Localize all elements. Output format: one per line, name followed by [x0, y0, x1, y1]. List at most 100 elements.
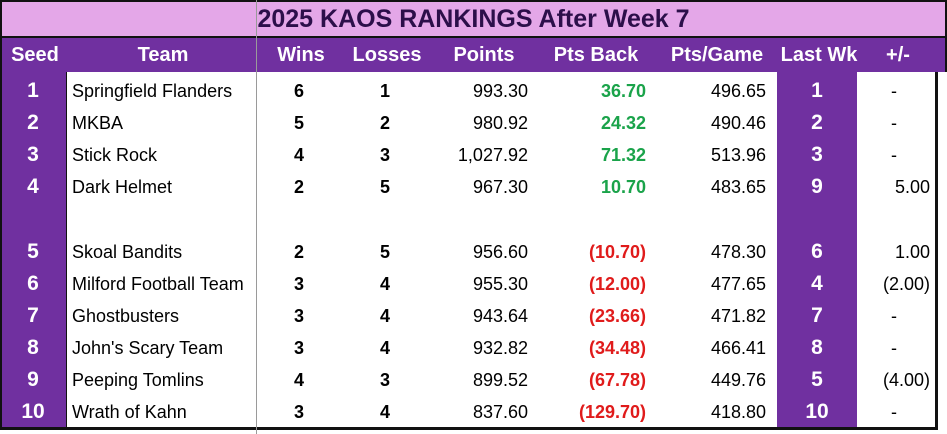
cell-pts-game: 496.65: [710, 81, 766, 101]
cell-pts-game: 471.82: [710, 306, 766, 326]
cell-pts-back: (34.48): [588, 338, 646, 358]
cell-delta: (2.00): [882, 274, 930, 294]
cell-pts-game: 418.80: [710, 402, 766, 422]
cell-delta: -: [891, 145, 897, 165]
cell-last-wk: 6: [811, 240, 823, 263]
cell-pts-back: (129.70): [578, 402, 646, 422]
cell-points: 955.30: [472, 274, 528, 294]
cell-wins: 2: [293, 242, 304, 262]
header-pts-back: Pts Back: [553, 44, 639, 66]
header-points: Points: [453, 44, 515, 66]
cell-team: Wrath of Kahn: [72, 402, 187, 422]
cell-seed: 5: [27, 240, 39, 263]
cell-team: Milford Football Team: [72, 274, 244, 294]
cell-team: Peeping Tomlins: [72, 370, 204, 390]
cell-last-wk: 9: [811, 175, 823, 198]
cell-pts-game: 513.96: [710, 145, 766, 165]
cell-seed: 7: [27, 304, 39, 327]
cell-losses: 4: [379, 338, 390, 358]
cell-points: 967.30: [472, 177, 528, 197]
cell-last-wk: 3: [811, 143, 823, 166]
seed-column-bg: [0, 72, 66, 430]
header-pts-game: Pts/Game: [670, 44, 764, 66]
cell-seed: 3: [27, 143, 39, 166]
cell-wins: 4: [293, 145, 304, 165]
cell-points: 932.82: [472, 338, 528, 358]
cell-delta: 1.00: [894, 242, 930, 262]
sheet-gridline: [256, 0, 257, 434]
cell-seed: 4: [27, 175, 39, 198]
cell-seed: 8: [27, 336, 39, 359]
cell-pts-back: 10.70: [600, 177, 646, 197]
cell-pts-back: (12.00): [588, 274, 646, 294]
cell-points: 837.60: [472, 402, 528, 422]
cell-seed: 10: [21, 400, 45, 423]
right-border: [935, 72, 938, 430]
cell-points: 956.60: [472, 242, 528, 262]
cell-delta: -: [891, 402, 897, 422]
cell-delta: 5.00: [894, 177, 930, 197]
cell-wins: 6: [293, 81, 304, 101]
cell-team: Springfield Flanders: [72, 81, 233, 101]
cell-pts-game: 449.76: [710, 370, 766, 390]
header-row: Seed Team Wins Losses Points Pts Back Pt…: [0, 38, 947, 72]
header-losses: Losses: [352, 44, 422, 66]
cell-team: Skoal Bandits: [72, 242, 183, 262]
cell-wins: 3: [293, 402, 304, 422]
cell-seed: 9: [27, 368, 39, 391]
cell-points: 980.92: [472, 113, 528, 133]
cell-team: Dark Helmet: [72, 177, 173, 197]
cell-team: John's Scary Team: [72, 338, 224, 358]
cell-seed: 6: [27, 272, 39, 295]
cell-last-wk: 4: [811, 272, 823, 295]
cell-seed: 1: [27, 79, 39, 102]
cell-points: 1,027.92: [457, 145, 528, 165]
cell-pts-back: (10.70): [588, 242, 646, 262]
header-wins: Wins: [277, 44, 325, 66]
cell-losses: 3: [379, 370, 390, 390]
cell-losses: 3: [379, 145, 390, 165]
cell-losses: 2: [379, 113, 390, 133]
cell-pts-back: (23.66): [588, 306, 646, 326]
cell-team: Ghostbusters: [72, 306, 180, 326]
cell-pts-back: 36.70: [600, 81, 646, 101]
cell-last-wk: 7: [811, 304, 823, 327]
header-last-wk: Last Wk: [780, 44, 858, 66]
cell-seed: 2: [27, 111, 39, 134]
cell-last-wk: 1: [811, 79, 823, 102]
cell-losses: 4: [379, 402, 390, 422]
cell-losses: 5: [379, 177, 390, 197]
team-column-border: [66, 72, 67, 430]
header-delta: +/-: [886, 44, 910, 66]
cell-delta: (4.00): [882, 370, 930, 390]
cell-delta: -: [891, 338, 897, 358]
header-seed: Seed: [11, 44, 59, 66]
cell-pts-game: 483.65: [710, 177, 766, 197]
cell-pts-game: 478.30: [710, 242, 766, 262]
last-week-column-bg: [777, 72, 857, 430]
cell-losses: 4: [379, 274, 390, 294]
cell-last-wk: 8: [811, 336, 823, 359]
cell-team: Stick Rock: [72, 145, 158, 165]
cell-delta: -: [891, 306, 897, 326]
cell-wins: 5: [293, 113, 304, 133]
cell-team: MKBA: [72, 113, 124, 133]
cell-wins: 2: [293, 177, 304, 197]
cell-points: 943.64: [472, 306, 528, 326]
cell-wins: 3: [293, 338, 304, 358]
cell-last-wk: 2: [811, 111, 823, 134]
cell-pts-game: 477.65: [710, 274, 766, 294]
header-team: Team: [137, 44, 189, 66]
cell-losses: 5: [379, 242, 390, 262]
cell-last-wk: 10: [805, 400, 829, 423]
cell-pts-back: 71.32: [600, 145, 646, 165]
cell-last-wk: 5: [811, 368, 823, 391]
cell-delta: -: [891, 81, 897, 101]
cell-wins: 3: [293, 306, 304, 326]
cell-wins: 4: [293, 370, 304, 390]
cell-losses: 1: [379, 81, 390, 101]
cell-pts-back: (67.78): [588, 370, 646, 390]
cell-pts-game: 466.41: [710, 338, 766, 358]
cell-losses: 4: [379, 306, 390, 326]
cell-delta: -: [891, 113, 897, 133]
